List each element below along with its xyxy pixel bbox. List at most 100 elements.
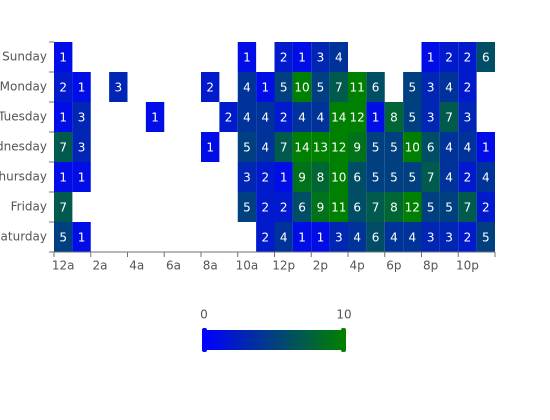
cell-label: 6 — [482, 51, 490, 65]
heat-cell — [237, 132, 257, 162]
cell-label: 1 — [298, 231, 306, 245]
heat-cell — [72, 72, 91, 102]
cell-label: 2 — [464, 171, 472, 185]
cell-label: 5 — [372, 141, 380, 155]
cell-label: 1 — [280, 171, 288, 185]
cell-label: 2 — [225, 111, 233, 125]
cell-label: 2 — [206, 81, 214, 95]
cell-label: 3 — [427, 231, 435, 245]
cell-label: 4 — [482, 171, 490, 185]
x-tick-label: 4a — [129, 259, 144, 273]
cell-label: 2 — [464, 231, 472, 245]
cell-label: 4 — [261, 111, 269, 125]
heat-cell — [274, 132, 293, 162]
y-tick-label: Tuesday — [0, 110, 47, 124]
heat-cell — [366, 222, 385, 252]
visual-map-max: 10 — [336, 308, 351, 322]
cell-label: 2 — [261, 201, 269, 215]
cell-label: 1 — [261, 81, 269, 95]
heat-cell — [348, 162, 367, 192]
heat-cell — [458, 192, 477, 222]
cell-label: 7 — [427, 171, 435, 185]
x-tick-label: 8p — [423, 259, 438, 273]
heat-cell — [421, 162, 440, 192]
heat-cell — [311, 222, 330, 252]
cell-label: 1 — [298, 51, 306, 65]
cell-label: 2 — [280, 201, 288, 215]
cell-label: 8 — [390, 111, 398, 125]
cell-label: 6 — [427, 141, 435, 155]
heat-cell — [439, 222, 459, 252]
cell-label: 2 — [445, 51, 453, 65]
heat-cell — [274, 222, 293, 252]
heat-cell — [403, 132, 422, 162]
cell-label: 4 — [445, 81, 453, 95]
heat-cell — [201, 72, 220, 102]
heat-cell — [54, 72, 73, 102]
cell-label: 5 — [243, 201, 251, 215]
cell-label: 5 — [317, 81, 325, 95]
cell-label: 10 — [405, 141, 420, 155]
heat-cell — [421, 102, 440, 132]
visual-map-handle — [341, 328, 346, 352]
cell-label: 1 — [78, 81, 86, 95]
heat-cell — [311, 132, 330, 162]
heat-cell — [311, 42, 330, 72]
heat-cell — [274, 72, 293, 102]
y-tick-label: Monday — [0, 80, 47, 94]
cell-label: 3 — [78, 111, 86, 125]
cell-label: 5 — [59, 231, 67, 245]
heat-cell — [403, 222, 422, 252]
cell-label: 1 — [206, 141, 214, 155]
cell-label: 5 — [427, 201, 435, 215]
cell-label: 7 — [59, 141, 67, 155]
heat-cell — [421, 42, 440, 72]
y-tick-label: Wednesday — [0, 140, 47, 154]
cell-label: 3 — [445, 231, 453, 245]
heat-cell — [109, 72, 128, 102]
cell-label: 4 — [408, 231, 416, 245]
heat-cell — [274, 192, 293, 222]
heat-cell — [256, 162, 275, 192]
heat-cell — [311, 72, 330, 102]
cell-label: 6 — [353, 201, 361, 215]
heat-cell — [476, 42, 495, 72]
cell-label: 1 — [243, 51, 251, 65]
heat-cell — [292, 42, 312, 72]
cell-label: 7 — [59, 201, 67, 215]
cell-label: 7 — [335, 81, 343, 95]
heat-cell — [54, 42, 73, 72]
heat-cell — [384, 162, 404, 192]
cell-label: 13 — [313, 141, 328, 155]
cell-label: 2 — [280, 111, 288, 125]
heat-cell — [237, 192, 257, 222]
cell-label: 1 — [151, 111, 159, 125]
heat-cell — [256, 132, 275, 162]
heat-cell — [348, 192, 367, 222]
cell-label: 4 — [390, 231, 398, 245]
heat-cell — [421, 222, 440, 252]
x-tick-label: 10a — [236, 259, 259, 273]
cell-label: 1 — [78, 231, 86, 245]
heat-cell — [292, 192, 312, 222]
cell-label: 10 — [331, 171, 346, 185]
x-tick-label: 4p — [350, 259, 365, 273]
heat-cell — [439, 162, 459, 192]
heat-cell — [311, 192, 330, 222]
heat-cell — [145, 102, 165, 132]
cell-label: 5 — [280, 81, 288, 95]
heat-cell — [237, 102, 257, 132]
heat-cell — [329, 222, 348, 252]
cell-label: 2 — [261, 231, 269, 245]
cell-label: 7 — [445, 111, 453, 125]
cell-label: 6 — [298, 201, 306, 215]
cell-label: 11 — [331, 201, 346, 215]
heat-cell — [458, 222, 477, 252]
heat-cell — [439, 102, 459, 132]
cell-label: 12 — [331, 141, 346, 155]
heat-cell — [366, 162, 385, 192]
heat-cell — [72, 102, 91, 132]
heat-cell — [54, 192, 73, 222]
heat-cell — [256, 192, 275, 222]
cell-label: 3 — [114, 81, 122, 95]
